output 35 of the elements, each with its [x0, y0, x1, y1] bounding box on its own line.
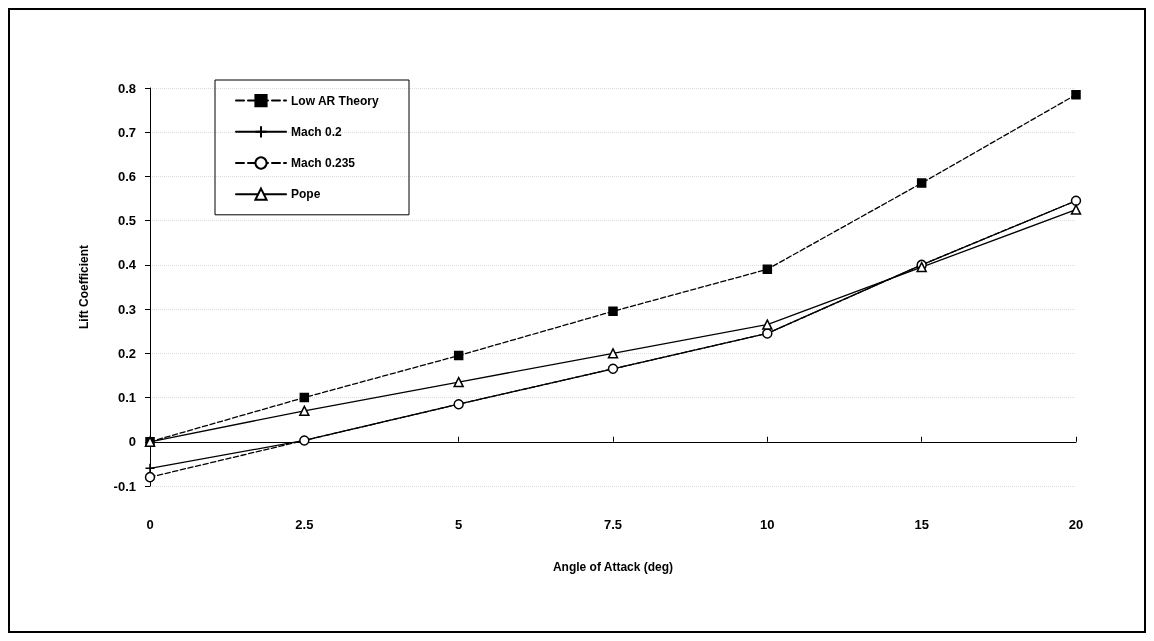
y-tick-label: -0.1: [113, 478, 136, 494]
x-tick-label: 10: [760, 517, 775, 532]
y-tick-label: 0.3: [117, 301, 136, 317]
y-tick-label: 0.6: [117, 168, 136, 184]
point: [608, 306, 618, 317]
y-tick-label: 0.5: [117, 213, 136, 229]
y-tick-label: 0.4: [117, 257, 137, 273]
x-tick-label: 5: [455, 517, 463, 532]
point: [144, 471, 156, 483]
y-axis-title: Lift Coefficient: [77, 245, 91, 329]
x-tick-label: 2.5: [295, 517, 314, 532]
y-tick-label: 0.7: [117, 124, 136, 140]
point: [453, 350, 464, 361]
x-tick-label: 20: [1068, 517, 1084, 532]
x-tick-label: 7.5: [603, 517, 623, 532]
x-tick-label: 0: [146, 517, 154, 532]
point: [916, 178, 927, 188]
x-axis-title: Angle of Attack (deg): [552, 560, 674, 574]
y-tick-label: 0.2: [117, 345, 136, 361]
legend-label: Mach 0.235: [291, 156, 356, 170]
point: [1071, 89, 1081, 100]
point: [607, 348, 619, 359]
point: [299, 405, 310, 417]
legend-label: Low AR Theory: [291, 93, 379, 108]
point: [299, 392, 310, 403]
x-tick-label: 15: [914, 517, 929, 532]
point: [1070, 204, 1082, 215]
y-tick-label: 0.8: [117, 80, 136, 96]
legend-label: Mach 0.2: [291, 124, 343, 139]
point: [453, 376, 464, 388]
y-tick-label: 0: [128, 434, 136, 450]
point: [762, 264, 773, 275]
point: [762, 319, 773, 330]
y-tick-label: 0.1: [117, 390, 136, 406]
legend-label: Pope: [291, 187, 321, 202]
